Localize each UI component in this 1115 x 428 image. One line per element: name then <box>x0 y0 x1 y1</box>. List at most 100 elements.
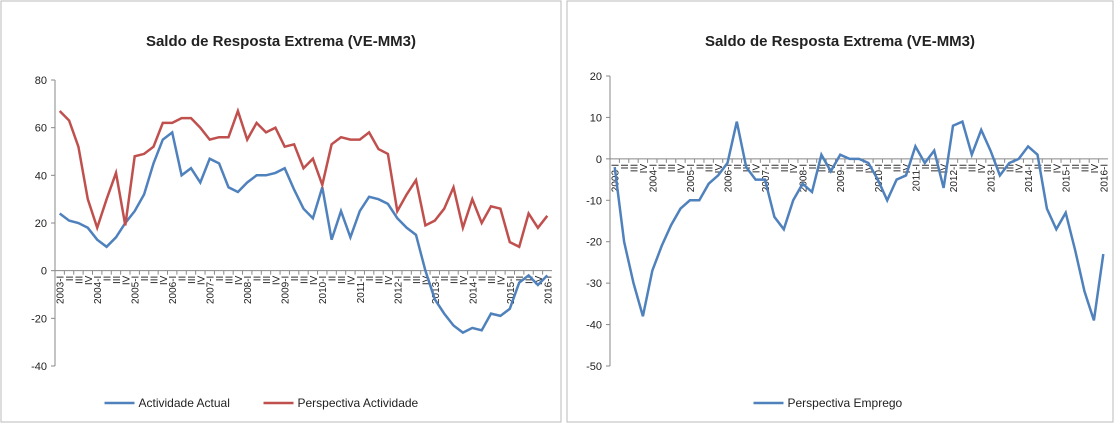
x-tick-label: II <box>65 276 76 282</box>
x-tick-label: 2011-I <box>356 276 367 304</box>
legend-label: Perspectiva Actividade <box>298 396 419 410</box>
x-tick-label: III <box>375 276 386 284</box>
x-tick-label: III <box>74 276 85 284</box>
x-tick-label: III <box>1081 164 1092 172</box>
x-tick-label: 2009-I <box>836 164 847 192</box>
x-tick-label: 2015-I <box>506 276 517 304</box>
y-tick-label: -20 <box>586 237 602 249</box>
y-tick-label: -40 <box>586 320 602 332</box>
x-tick-label: II <box>883 164 894 170</box>
y-tick-label: -40 <box>31 361 47 373</box>
x-tick-label: 2012-I <box>949 164 960 192</box>
x-tick-label: III <box>780 164 791 172</box>
legend-label: Actividade Actual <box>139 396 230 410</box>
x-tick-label: 2005-I <box>131 276 142 304</box>
x-tick-label: 2005-I <box>686 164 697 192</box>
y-tick-label: 20 <box>590 71 602 83</box>
panel <box>566 0 1114 423</box>
y-tick-label: -20 <box>31 313 47 325</box>
x-tick-label: IV <box>977 164 988 174</box>
legend-label: Perspectiva Emprego <box>788 396 903 410</box>
x-tick-label: II <box>958 164 969 170</box>
x-tick-label: II <box>290 276 301 282</box>
x-tick-label: III <box>487 276 498 284</box>
x-tick-label: IV <box>496 275 507 285</box>
x-tick-label: III <box>337 276 348 284</box>
x-tick-label: 2014-I <box>1024 164 1035 192</box>
x-tick-label: IV <box>346 275 357 285</box>
x-tick-label: II <box>215 276 226 282</box>
x-tick-label: IV <box>271 275 282 285</box>
x-tick-label: II <box>620 164 631 170</box>
y-tick-label: 0 <box>41 266 47 278</box>
x-tick-label: 2003-I <box>56 276 67 304</box>
x-tick-label: II <box>328 276 339 282</box>
x-tick-label: II <box>515 276 526 282</box>
x-tick-label: III <box>262 276 273 284</box>
x-tick-label: 2007-I <box>206 276 217 304</box>
series-line <box>613 119 1105 321</box>
x-tick-label: IV <box>421 275 432 285</box>
x-tick-label: II <box>178 276 189 282</box>
x-tick-label: IV <box>1015 164 1026 174</box>
x-tick-label: II <box>770 164 781 170</box>
x-tick-label: II <box>808 164 819 170</box>
x-tick-label: III <box>667 164 678 172</box>
x-tick-label: III <box>968 164 979 172</box>
x-tick-label: 2011-I <box>911 164 922 192</box>
x-tick-label: II <box>996 164 1007 170</box>
x-tick-label: 2010-I <box>318 276 329 304</box>
x-tick-label: 2006-I <box>723 164 734 192</box>
x-tick-label: III <box>412 276 423 284</box>
x-tick-label: III <box>149 276 160 284</box>
x-tick-label: 2014-I <box>468 276 479 304</box>
x-tick-label: IV <box>534 275 545 285</box>
x-tick-label: III <box>1043 164 1054 172</box>
x-tick-label: 2004-I <box>93 276 104 304</box>
x-tick-label: 2016-I <box>1099 164 1110 192</box>
x-tick-label: IV <box>384 275 395 285</box>
series-line <box>58 130 549 335</box>
x-tick-label: III <box>300 276 311 284</box>
x-tick-label: IV <box>1052 164 1063 174</box>
x-tick-label: III <box>450 276 461 284</box>
x-tick-label: III <box>187 276 198 284</box>
x-tick-label: II <box>365 276 376 282</box>
x-tick-label: III <box>629 164 640 172</box>
x-tick-label: III <box>705 164 716 172</box>
x-tick-label: 2009-I <box>281 276 292 304</box>
x-tick-label: II <box>440 276 451 282</box>
x-tick-label: II <box>403 276 414 282</box>
x-tick-label: II <box>921 164 932 170</box>
x-tick-label: IV <box>159 275 170 285</box>
x-tick-label: IV <box>940 164 951 174</box>
chart-title: Saldo de Resposta Extrema (VE-MM3) <box>705 33 975 50</box>
x-tick-label: IV <box>864 164 875 174</box>
x-tick-label: II <box>478 276 489 282</box>
x-tick-label: IV <box>752 164 763 174</box>
x-tick-label: 2015-I <box>1062 164 1073 192</box>
y-tick-label: -10 <box>586 195 602 207</box>
y-tick-label: 80 <box>35 75 47 87</box>
x-tick-label: III <box>893 164 904 172</box>
x-tick-label: IV <box>121 275 132 285</box>
x-tick-label: IV <box>789 164 800 174</box>
x-tick-label: III <box>817 164 828 172</box>
x-tick-label: IV <box>676 164 687 174</box>
y-tick-label: 60 <box>35 123 47 135</box>
x-tick-label: III <box>112 276 123 284</box>
x-tick-label: II <box>846 164 857 170</box>
x-tick-label: IV <box>196 275 207 285</box>
y-tick-label: 40 <box>35 170 47 182</box>
series-line <box>58 107 549 249</box>
x-tick-label: IV <box>84 275 95 285</box>
x-tick-label: 2004-I <box>648 164 659 192</box>
x-tick-label: IV <box>459 275 470 285</box>
x-tick-label: IV <box>714 164 725 174</box>
x-tick-label: IV <box>1090 164 1101 174</box>
x-tick-label: IV <box>639 164 650 174</box>
x-tick-label: IV <box>309 275 320 285</box>
x-tick-label: II <box>140 276 151 282</box>
x-tick-label: 2006-I <box>168 276 179 304</box>
